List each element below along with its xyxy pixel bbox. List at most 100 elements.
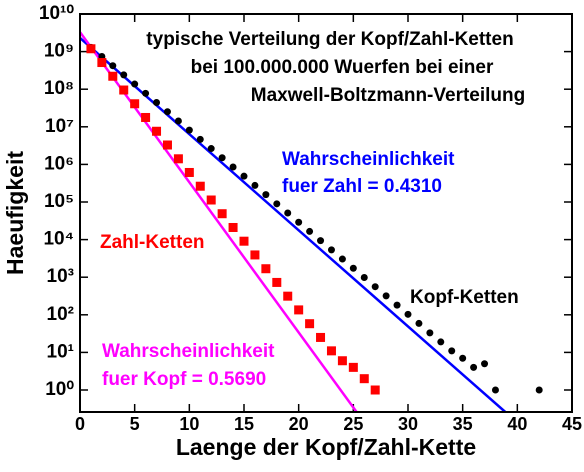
point [130, 99, 140, 109]
chart-title: Maxwell-Boltzmann-Verteilung [251, 85, 525, 106]
point [251, 181, 259, 189]
point [240, 172, 248, 180]
y-axis-label: Haeufigkeit [2, 151, 28, 275]
y-tick-label: 10⁷ [45, 116, 74, 137]
y-tick-label: 10⁸ [44, 78, 74, 99]
point [382, 292, 390, 300]
point [326, 346, 336, 356]
point [295, 218, 303, 226]
series-label: Kopf-Ketten [410, 287, 519, 308]
point [317, 237, 325, 245]
point [250, 250, 260, 260]
point [97, 58, 107, 68]
point [141, 112, 151, 122]
point [338, 255, 346, 263]
y-tick-label: 10² [47, 304, 74, 325]
x-tick-label: 40 [507, 414, 527, 434]
point [142, 89, 150, 97]
point [207, 145, 215, 153]
point [228, 222, 238, 232]
plot-area: 0 5 10 15 20 25 30 35 40 45 10⁰ 10¹ 10² 10³ 10⁴ 10⁵ 10⁶ 1… [39, 3, 582, 434]
x-tick-label: 45 [562, 414, 582, 434]
point [360, 273, 368, 281]
point [459, 354, 467, 362]
point [217, 209, 227, 219]
x-tick-label: 5 [130, 414, 140, 434]
x-tick-label: 15 [234, 414, 254, 434]
point [272, 277, 282, 287]
fit-label: fuer Zahl = 0.4310 [282, 176, 442, 197]
x-tick-label: 10 [179, 414, 199, 434]
point [337, 356, 347, 366]
point [109, 62, 117, 70]
point [349, 264, 357, 272]
point [306, 227, 314, 235]
point [393, 301, 401, 309]
point [196, 135, 204, 143]
x-tick-label: 25 [343, 414, 363, 434]
x-axis-label: Laenge der Kopf/Zahl-Kette [176, 434, 476, 460]
point [437, 338, 445, 346]
point [481, 360, 489, 368]
fit-label: Wahrscheinlichkeit [102, 341, 275, 362]
fit-line [80, 37, 507, 412]
point [316, 332, 326, 342]
x-tick-label: 30 [398, 414, 418, 434]
point [448, 347, 456, 355]
y-tick-label: 10¹ [47, 341, 74, 362]
point [305, 319, 315, 329]
point [404, 310, 412, 318]
point [184, 167, 194, 177]
point [284, 209, 292, 217]
point [131, 80, 139, 88]
point [426, 329, 434, 337]
point [162, 140, 172, 150]
point [261, 264, 271, 274]
point [86, 44, 96, 54]
point [371, 283, 379, 291]
point [119, 85, 129, 95]
point [152, 126, 162, 136]
x-tick-label: 0 [75, 414, 85, 434]
point [120, 71, 128, 79]
point [415, 319, 423, 327]
plot-frame [79, 13, 573, 413]
point [185, 126, 193, 134]
chart-title: bei 100.000.000 Wuerfen bei einer [191, 57, 494, 78]
point [173, 154, 183, 164]
chart-title: typische Verteilung der Kopf/Zahl-Ketten [146, 29, 513, 50]
point [283, 291, 293, 301]
fit-label: Wahrscheinlichkeit [282, 149, 455, 170]
point [294, 305, 304, 315]
point [359, 374, 369, 384]
point [206, 195, 216, 205]
y-tick-label: 10⁰ [45, 379, 74, 400]
series-label: Zahl-Ketten [100, 232, 205, 253]
y-tick-label: 10⁵ [44, 191, 74, 212]
y-tick-label: 10¹⁰ [39, 3, 74, 24]
point [174, 117, 182, 125]
point [262, 191, 270, 199]
point [153, 99, 161, 107]
x-tick-label: 35 [453, 414, 473, 434]
point [218, 154, 226, 162]
point [239, 236, 249, 246]
y-tick-label: 10⁹ [44, 41, 74, 62]
point [491, 386, 499, 394]
fit-line [80, 31, 358, 412]
y-tick-label: 10⁶ [44, 153, 74, 174]
point [327, 246, 335, 254]
fit-label: fuer Kopf = 0.5690 [102, 369, 266, 390]
point [370, 385, 380, 395]
x-tick-label: 20 [289, 414, 309, 434]
point [108, 71, 118, 81]
point [535, 386, 543, 394]
point [470, 363, 478, 371]
point [163, 108, 171, 116]
point [195, 181, 205, 191]
point [273, 200, 281, 208]
point [229, 163, 237, 171]
point [348, 362, 358, 372]
